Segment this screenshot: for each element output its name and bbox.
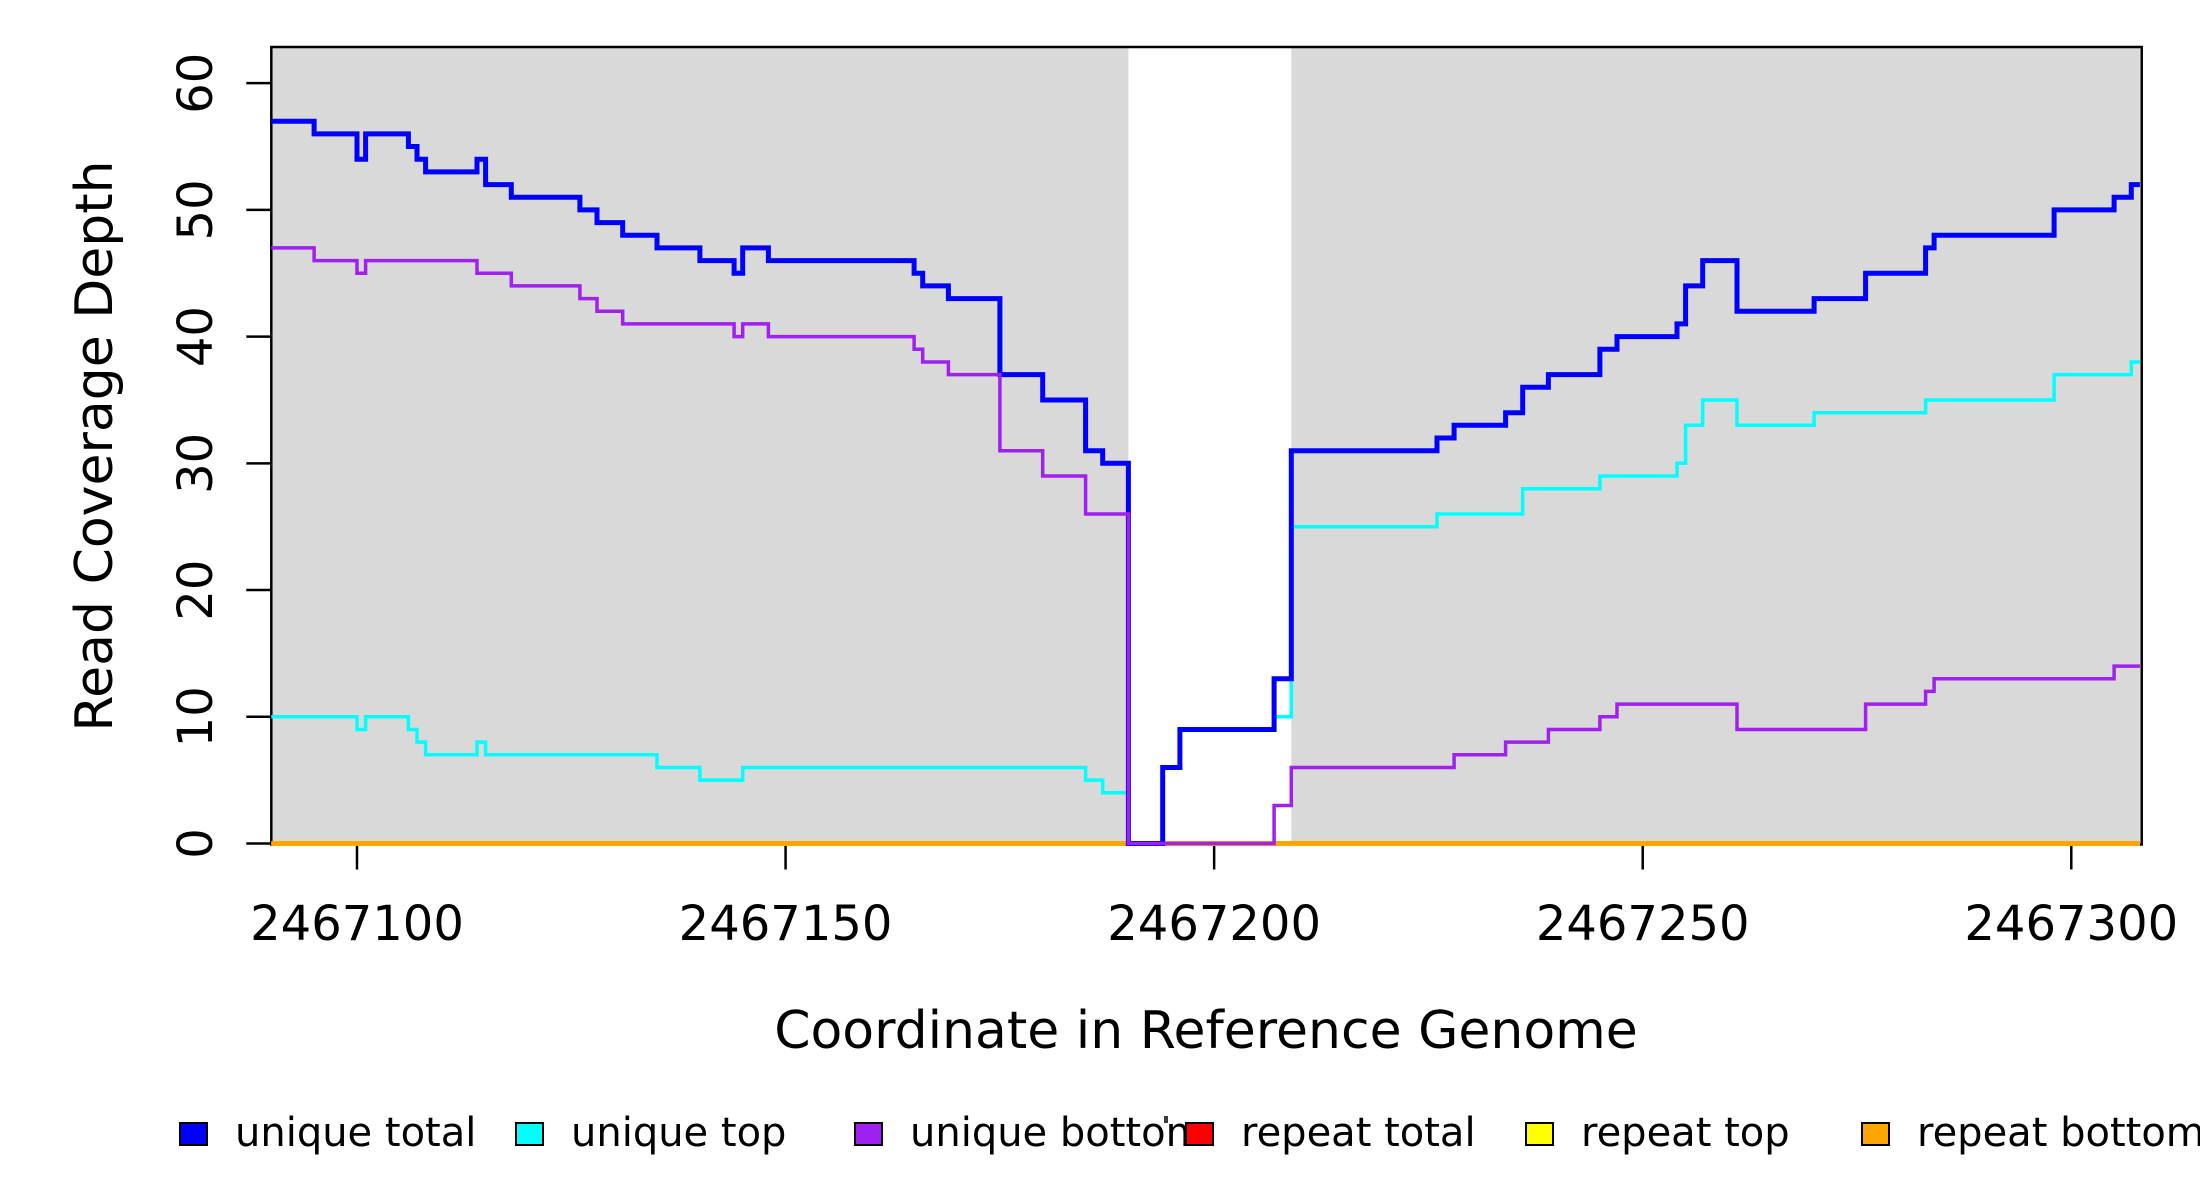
x-tick-label: 2467100 [250, 896, 464, 952]
legend-label: unique top [571, 1110, 786, 1156]
legend-swatch-repeat-bottom [1861, 1122, 1890, 1146]
legend-swatch-unique-total [179, 1122, 208, 1146]
legend-item-unique-top: unique top [515, 1110, 786, 1156]
legend-item-repeat-bottom: repeat bottom [1861, 1110, 2200, 1156]
shaded-region-0 [271, 47, 1129, 845]
legend-item-unique-bottom: unique bottom [854, 1110, 1205, 1156]
legend-label: unique total [235, 1110, 476, 1156]
legend-label: repeat total [1241, 1110, 1476, 1156]
series-line-unique-bottom [271, 246, 2140, 846]
y-tick-label: 40 [168, 306, 224, 367]
x-tick-label: 2467200 [1107, 896, 1321, 952]
legend-label: repeat bottom [1917, 1110, 2200, 1156]
legend-item-repeat-top: repeat top [1525, 1110, 1790, 1156]
y-tick-label: 60 [168, 53, 224, 114]
y-tick-label: 10 [168, 686, 224, 747]
legend-swatch-unique-top [515, 1122, 544, 1146]
x-axis-title: Coordinate in Reference Genome [774, 1001, 1638, 1061]
x-tick-label: 2467150 [679, 896, 893, 952]
legend-label: repeat top [1581, 1110, 1790, 1156]
legend-swatch-unique-bottom [854, 1122, 883, 1146]
shaded-region-1 [1291, 47, 2140, 845]
y-tick-label: 0 [168, 828, 224, 859]
legend-item-unique-total: unique total [179, 1110, 476, 1156]
legend-item-repeat-total: repeat total [1185, 1110, 1476, 1156]
x-tick-label: 2467300 [1964, 896, 2178, 952]
series-line-unique-total [271, 118, 2140, 846]
y-tick-label: 50 [168, 179, 224, 240]
legend-label: unique bottom [910, 1110, 1205, 1156]
legend-artifact-dot [1164, 1116, 1168, 1123]
legend-swatch-repeat-total [1185, 1122, 1214, 1146]
legend: unique total unique top unique bottom repea… [179, 1110, 2200, 1156]
y-axis-title: Read Coverage Depth [65, 160, 125, 731]
y-tick-label: 20 [168, 560, 224, 621]
legend-swatch-repeat-top [1525, 1122, 1554, 1146]
y-tick-label: 30 [168, 433, 224, 494]
x-tick-label: 2467250 [1536, 896, 1750, 952]
